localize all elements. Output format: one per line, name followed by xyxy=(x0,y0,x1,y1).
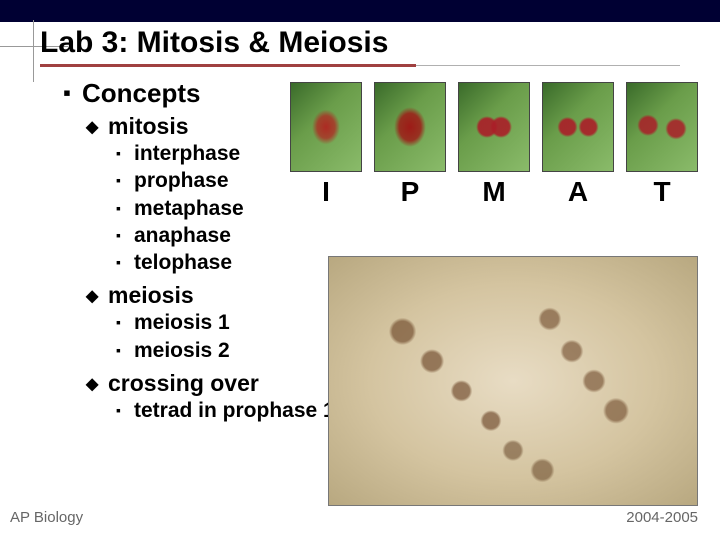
square-bullet-icon: ▪ xyxy=(116,341,128,359)
phase-cell: T xyxy=(626,82,698,208)
phase-cell: I xyxy=(290,82,362,208)
meiosis-item: ▪ meiosis 1 xyxy=(116,309,335,336)
square-bullet-icon: ▪ xyxy=(116,313,128,331)
phase-letter: A xyxy=(542,176,614,208)
square-bullet-icon: ▪ xyxy=(116,226,128,244)
phase-letter: I xyxy=(290,176,362,208)
anaphase-image xyxy=(542,82,614,172)
meiosis-heading: ◆ meiosis xyxy=(86,282,335,309)
phase-label: metaphase xyxy=(134,197,244,220)
phase-letter: P xyxy=(374,176,446,208)
crossing-sub-label: tetrad in prophase 1 xyxy=(134,399,335,422)
mitosis-phase-item: ▪ telophase xyxy=(116,249,335,276)
square-bullet-icon: ▪ xyxy=(116,199,128,217)
meiosis-label: meiosis xyxy=(108,282,194,308)
square-bullet-icon: ▪ xyxy=(60,80,74,106)
diamond-bullet-icon: ◆ xyxy=(86,117,102,137)
phase-letter: M xyxy=(458,176,530,208)
crossing-heading: ◆ crossing over xyxy=(86,370,335,397)
mitosis-phase-item: ▪ anaphase xyxy=(116,222,335,249)
square-bullet-icon: ▪ xyxy=(116,253,128,271)
crossing-item: ▪ tetrad in prophase 1 xyxy=(116,397,335,424)
crossing-label: crossing over xyxy=(108,370,259,396)
phase-cell: P xyxy=(374,82,446,208)
mitosis-label: mitosis xyxy=(108,113,189,139)
phase-label: prophase xyxy=(134,169,229,192)
interphase-image xyxy=(290,82,362,172)
title-underline-accent xyxy=(40,64,416,67)
phase-cell: A xyxy=(542,82,614,208)
phase-cell: M xyxy=(458,82,530,208)
slide-title: Lab 3: Mitosis & Meiosis xyxy=(40,26,388,60)
diamond-bullet-icon: ◆ xyxy=(86,374,102,394)
diamond-bullet-icon: ◆ xyxy=(86,286,102,306)
meiosis-sub-label: meiosis 2 xyxy=(134,339,230,362)
footer-year: 2004-2005 xyxy=(626,509,698,526)
top-bar xyxy=(0,0,720,22)
sordaria-microscope-image xyxy=(328,256,698,506)
square-bullet-icon: ▪ xyxy=(116,401,128,419)
meiosis-sub-label: meiosis 1 xyxy=(134,311,230,334)
phase-label: interphase xyxy=(134,142,240,165)
phase-label: anaphase xyxy=(134,224,231,247)
title-underline-light xyxy=(416,65,680,66)
crosshair-vertical xyxy=(33,20,34,82)
phase-images-row: I P M A T xyxy=(290,82,698,208)
meiosis-item: ▪ meiosis 2 xyxy=(116,337,335,364)
telophase-image xyxy=(626,82,698,172)
phase-letter: T xyxy=(626,176,698,208)
metaphase-image xyxy=(458,82,530,172)
footer-course: AP Biology xyxy=(10,509,83,526)
square-bullet-icon: ▪ xyxy=(116,171,128,189)
square-bullet-icon: ▪ xyxy=(116,144,128,162)
concepts-label: Concepts xyxy=(82,78,200,108)
prophase-image xyxy=(374,82,446,172)
phase-label: telophase xyxy=(134,251,232,274)
